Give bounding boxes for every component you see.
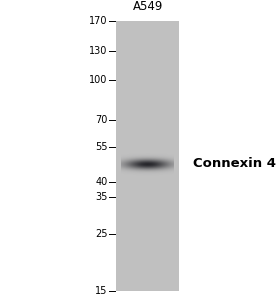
Text: Connexin 47: Connexin 47 (193, 158, 276, 170)
Text: 70: 70 (95, 115, 108, 125)
Text: A549: A549 (132, 1, 163, 13)
Text: 100: 100 (89, 75, 108, 85)
Text: 130: 130 (89, 46, 108, 56)
Text: 170: 170 (89, 16, 108, 26)
Text: 40: 40 (95, 177, 108, 187)
Bar (116, 21, 179, 291)
Text: 35: 35 (95, 192, 108, 202)
Text: 55: 55 (95, 142, 108, 152)
Text: 25: 25 (95, 229, 108, 239)
Text: 15: 15 (95, 286, 108, 296)
